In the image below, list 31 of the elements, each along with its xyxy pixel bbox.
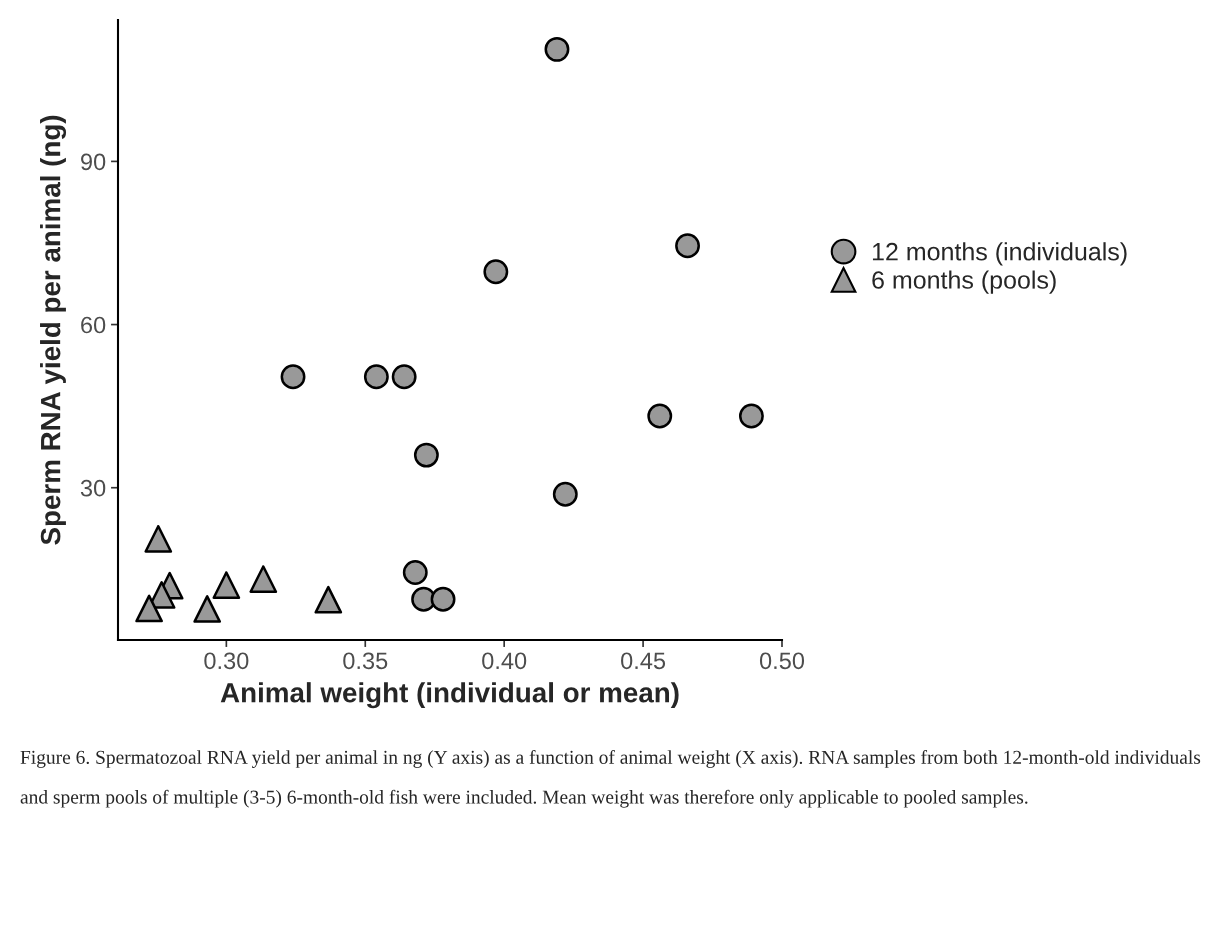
point <box>647 403 673 429</box>
x-tick-label: 0.40 <box>482 652 527 670</box>
x-tick-label: 0.50 <box>759 652 805 670</box>
caption: Figure 6. Spermatozoal RNA yield per animal in ng (Y axis) as a function of animal weight (X axis). RNA samples from both 12-month-old individuals and sperm pools of multiple (3-5) 6-month-old fish were included. Mean weight was therefore only applicable to pooled samples. <box>20 750 1201 808</box>
x-tick-label: 0.30 <box>204 652 249 670</box>
point <box>544 36 570 62</box>
point <box>144 524 173 553</box>
x-axis-title: Animal weight (individual or mean) <box>220 682 679 709</box>
point <box>212 571 241 599</box>
y-tick-label: 90 <box>81 153 106 171</box>
point <box>193 595 222 623</box>
point <box>675 233 700 259</box>
point <box>483 259 509 285</box>
y-tick-label: 30 <box>80 479 106 497</box>
point <box>738 403 764 429</box>
point <box>280 364 306 390</box>
point <box>135 594 163 623</box>
x-tick-label: 0.45 <box>621 652 666 670</box>
point <box>249 565 278 593</box>
point <box>363 364 389 390</box>
point <box>391 364 417 390</box>
legend-label: 6 months (pools) <box>872 270 1056 294</box>
point <box>314 585 343 614</box>
point <box>402 560 428 586</box>
y-tick-label: 60 <box>81 316 106 334</box>
legend-label: 12 months (individuals) <box>872 242 1127 266</box>
point <box>552 481 578 507</box>
point <box>413 442 439 468</box>
point <box>430 586 456 612</box>
y-axis-title: Sperm RNA yield per animal (ng) <box>40 115 67 545</box>
x-tick-label: 0.35 <box>343 652 388 670</box>
